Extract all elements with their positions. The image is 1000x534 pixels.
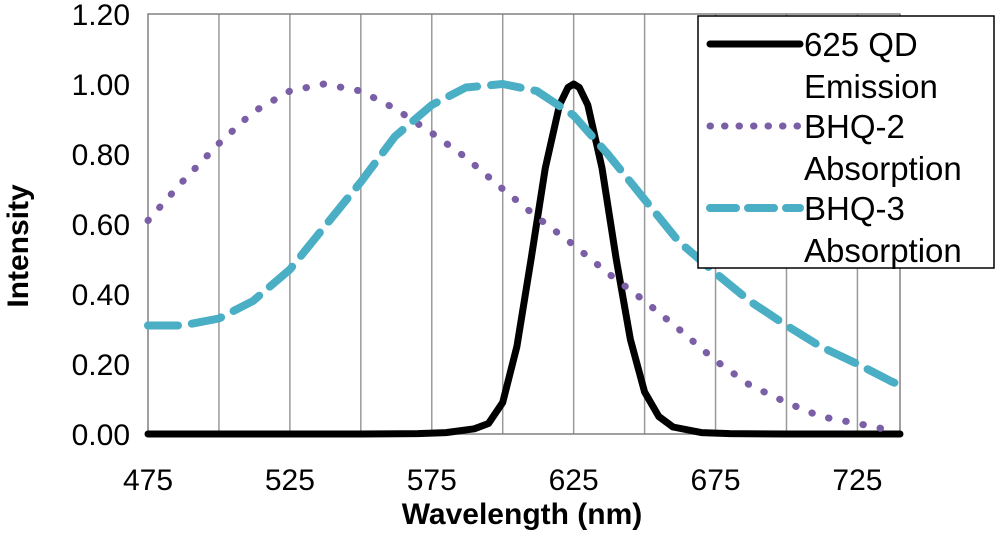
x-tick-label: 525 — [265, 464, 315, 497]
legend-label: BHQ-2 — [804, 108, 905, 145]
legend-label: Emission — [804, 68, 938, 105]
series-line-1 — [144, 80, 904, 438]
legend: 625 QDEmissionBHQ-2AbsorptionBHQ-3Absorp… — [697, 15, 995, 269]
x-tick-label: 675 — [691, 464, 741, 497]
x-tick-label: 625 — [549, 464, 599, 497]
y-axis-tick-labels: 0.00 0.20 0.40 0.60 0.80 1.00 1.20 — [72, 0, 130, 452]
legend-label: Absorption — [804, 150, 962, 187]
y-tick-label: 0.20 — [72, 349, 130, 382]
y-tick-label: 1.20 — [72, 0, 130, 32]
y-axis-title: Intensity — [2, 184, 35, 308]
legend-label: Absorption — [804, 232, 962, 269]
y-tick-label: 0.80 — [72, 139, 130, 172]
legend-label: 625 QD — [804, 26, 918, 63]
x-tick-label: 725 — [832, 464, 882, 497]
x-tick-label: 575 — [407, 464, 457, 497]
y-tick-label: 0.60 — [72, 209, 130, 242]
x-tick-label: 475 — [123, 464, 173, 497]
y-tick-label: 0.00 — [72, 419, 130, 452]
series-line-2 — [144, 80, 895, 434]
y-tick-label: 0.40 — [72, 279, 130, 312]
series-line-3 — [144, 80, 904, 389]
series-lines — [144, 80, 904, 438]
legend-box — [697, 15, 995, 269]
legend-label: BHQ-3 — [804, 190, 905, 227]
y-tick-label: 1.00 — [72, 69, 130, 102]
x-axis-tick-labels: 475 525 575 625 675 725 — [123, 464, 882, 497]
x-axis-title: Wavelength (nm) — [402, 498, 643, 531]
